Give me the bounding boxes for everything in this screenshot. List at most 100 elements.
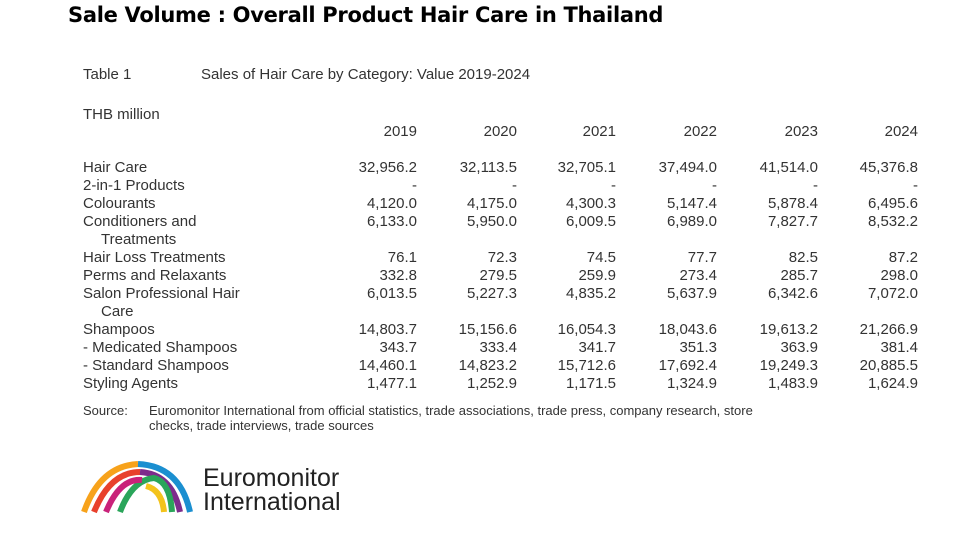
table-cell: 332.8 bbox=[379, 267, 417, 284]
table-cell: 273.4 bbox=[679, 267, 717, 284]
table-cell: 16,054.3 bbox=[557, 321, 616, 338]
table-cell: - bbox=[712, 177, 717, 194]
table-cell: 21,266.9 bbox=[859, 321, 918, 338]
row-label: Salon Professional Hair Care bbox=[83, 285, 240, 320]
table-cell: 74.5 bbox=[586, 249, 616, 266]
table-row: Salon Professional Hair Care 6,013.5 5,227… bbox=[83, 285, 918, 321]
table-cell: 1,624.9 bbox=[867, 375, 918, 392]
table-cell: 77.7 bbox=[687, 249, 717, 266]
column-headers: 2019 2020 2021 2022 2023 2024 bbox=[83, 123, 918, 140]
table-cell: - bbox=[512, 177, 517, 194]
table-row: Styling Agents 1,477.1 1,252.9 1,171.5 1,324… bbox=[83, 375, 918, 393]
table-cell: 5,878.4 bbox=[767, 195, 818, 212]
table-cell: 343.7 bbox=[379, 339, 417, 356]
table-cell: 4,300.3 bbox=[565, 195, 616, 212]
table-cell: 14,823.2 bbox=[458, 357, 517, 374]
table-cell: 4,175.0 bbox=[466, 195, 517, 212]
logo-mark bbox=[81, 461, 193, 514]
table-cell: - bbox=[913, 177, 918, 194]
table-row: Perms and Relaxants 332.8 279.5 259.9 273.4 2… bbox=[83, 267, 918, 285]
row-label: - Standard Shampoos bbox=[83, 357, 229, 374]
column-header: 2024 bbox=[884, 123, 918, 140]
table-cell: 72.3 bbox=[487, 249, 517, 266]
table-cell: 41,514.0 bbox=[759, 159, 818, 176]
table-cell: 82.5 bbox=[788, 249, 818, 266]
table-cell: 7,827.7 bbox=[767, 213, 818, 230]
table-cell: 1,324.9 bbox=[666, 375, 717, 392]
table-cell: 18,043.6 bbox=[658, 321, 717, 338]
source-text: Euromonitor International from official … bbox=[149, 403, 753, 433]
table-cell: 6,989.0 bbox=[666, 213, 717, 230]
row-label: Styling Agents bbox=[83, 375, 179, 392]
table-cell: 32,705.1 bbox=[557, 159, 616, 176]
table-row: Colourants 4,120.0 4,175.0 4,300.3 5,147.4 5,… bbox=[83, 195, 918, 213]
table-label: Table 1 bbox=[83, 66, 132, 83]
row-label: Perms and Relaxants bbox=[83, 267, 227, 284]
table-row: 2-in-1 Products - - - - - - bbox=[83, 177, 918, 195]
source: Source: Euromonitor International from o… bbox=[83, 403, 769, 433]
table-row: Conditioners and Treatments 6,133.0 5,950.… bbox=[83, 213, 918, 249]
row-label: - Medicated Shampoos bbox=[83, 339, 238, 356]
table-cell: 6,133.0 bbox=[366, 213, 417, 230]
column-header: 2020 bbox=[483, 123, 517, 140]
table-cell: 17,692.4 bbox=[658, 357, 717, 374]
table-cell: 1,171.5 bbox=[565, 375, 616, 392]
table-row: Shampoos 14,803.7 15,156.6 16,054.3 18,043.6… bbox=[83, 321, 918, 339]
title: Sale Volume : Overall Product Hair Care … bbox=[68, 3, 664, 27]
table-cell: 6,342.6 bbox=[767, 285, 818, 302]
table-row: - Standard Shampoos 14,460.1 14,823.2 15,71… bbox=[83, 357, 918, 375]
table-cell: 279.5 bbox=[479, 267, 517, 284]
table-cell: 20,885.5 bbox=[859, 357, 918, 374]
row-label: Hair Care bbox=[83, 159, 148, 176]
unit: THB million bbox=[83, 106, 160, 123]
column-header: 2021 bbox=[582, 123, 616, 140]
table-cell: 32,113.5 bbox=[459, 159, 517, 176]
table-cell: 7,072.0 bbox=[867, 285, 918, 302]
table-cell: 298.0 bbox=[880, 267, 918, 284]
column-header: 2022 bbox=[683, 123, 717, 140]
logo-line1: Euromonitor bbox=[203, 464, 340, 492]
table-cell: 76.1 bbox=[387, 249, 417, 266]
source-label: Source: bbox=[83, 403, 128, 418]
row-label: Conditioners and Treatments bbox=[83, 213, 197, 248]
table-cell: - bbox=[813, 177, 818, 194]
table-cell: 15,156.6 bbox=[458, 321, 517, 338]
column-header: 2019 bbox=[383, 123, 417, 140]
table-cell: 363.9 bbox=[780, 339, 818, 356]
table-cell: 5,147.4 bbox=[666, 195, 717, 212]
table-cell: 14,460.1 bbox=[358, 357, 417, 374]
table-cell: 32,956.2 bbox=[358, 159, 417, 176]
table-cell: 285.7 bbox=[780, 267, 818, 284]
table-cell: 6,013.5 bbox=[366, 285, 417, 302]
table-cell: 5,950.0 bbox=[466, 213, 517, 230]
table-row: - Medicated Shampoos 343.7 333.4 341.7 351.3… bbox=[83, 339, 918, 357]
logo-line2: International bbox=[203, 488, 341, 516]
table-cell: 37,494.0 bbox=[658, 159, 717, 176]
table-body: Hair Care 32,956.2 32,113.5 32,705.1 37,494.… bbox=[83, 159, 918, 393]
header-spacer bbox=[83, 123, 268, 140]
table-cell: 8,532.2 bbox=[867, 213, 918, 230]
table-cell: 87.2 bbox=[888, 249, 918, 266]
table-cell: 6,009.5 bbox=[565, 213, 616, 230]
row-label: 2-in-1 Products bbox=[83, 177, 185, 194]
table-cell: 19,613.2 bbox=[759, 321, 818, 338]
table-caption: Sales of Hair Care by Category: Value 20… bbox=[201, 66, 531, 83]
table-cell: 259.9 bbox=[578, 267, 616, 284]
row-label: Colourants bbox=[83, 195, 156, 212]
table-cell: 351.3 bbox=[679, 339, 717, 356]
table-cell: - bbox=[412, 177, 417, 194]
table-cell: 4,835.2 bbox=[565, 285, 616, 302]
column-header: 2023 bbox=[784, 123, 818, 140]
table-cell: 5,637.9 bbox=[666, 285, 717, 302]
table-cell: 6,495.6 bbox=[867, 195, 918, 212]
table-cell: 1,477.1 bbox=[366, 375, 417, 392]
table-cell: 341.7 bbox=[578, 339, 616, 356]
table-cell: 1,483.9 bbox=[767, 375, 818, 392]
table-cell: 15,712.6 bbox=[557, 357, 616, 374]
table-row: Hair Care 32,956.2 32,113.5 32,705.1 37,494.… bbox=[83, 159, 918, 177]
table-cell: 1,252.9 bbox=[466, 375, 517, 392]
row-label: Hair Loss Treatments bbox=[83, 249, 226, 266]
table-row: Hair Loss Treatments 76.1 72.3 74.5 77.7 82.5… bbox=[83, 249, 918, 267]
table-cell: 381.4 bbox=[880, 339, 918, 356]
